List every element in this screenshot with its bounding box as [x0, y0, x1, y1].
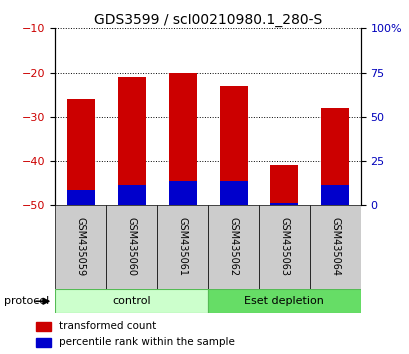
Bar	[219, 181, 247, 205]
Bar	[168, 181, 196, 205]
Bar	[36, 321, 51, 331]
Text: GSM435064: GSM435064	[330, 217, 339, 276]
Bar	[106, 205, 157, 289]
Text: GSM435060: GSM435060	[126, 217, 136, 276]
Text: percentile rank within the sample: percentile rank within the sample	[58, 337, 234, 347]
Bar	[168, 73, 196, 205]
Bar	[157, 205, 207, 289]
Bar	[55, 205, 106, 289]
Bar	[309, 205, 360, 289]
Bar	[321, 185, 348, 205]
Bar	[219, 86, 247, 205]
Bar	[67, 190, 94, 205]
Text: GSM435059: GSM435059	[76, 217, 85, 276]
Bar	[117, 185, 145, 205]
Bar	[321, 108, 348, 205]
Title: GDS3599 / scI00210980.1_280-S: GDS3599 / scI00210980.1_280-S	[94, 13, 321, 27]
Bar	[207, 205, 258, 289]
Bar	[117, 77, 145, 205]
Bar	[258, 205, 309, 289]
Text: GSM435063: GSM435063	[279, 217, 289, 276]
Text: control: control	[112, 296, 151, 306]
Text: transformed count: transformed count	[58, 321, 155, 331]
Bar	[270, 203, 298, 205]
Bar	[55, 289, 207, 313]
Text: Eset depletion: Eset depletion	[244, 296, 324, 306]
Bar	[67, 99, 94, 205]
Text: GSM435062: GSM435062	[228, 217, 238, 276]
Bar	[36, 338, 51, 347]
Text: GSM435061: GSM435061	[177, 217, 187, 276]
Text: protocol: protocol	[4, 296, 49, 306]
Bar	[207, 289, 360, 313]
Bar	[270, 166, 298, 205]
